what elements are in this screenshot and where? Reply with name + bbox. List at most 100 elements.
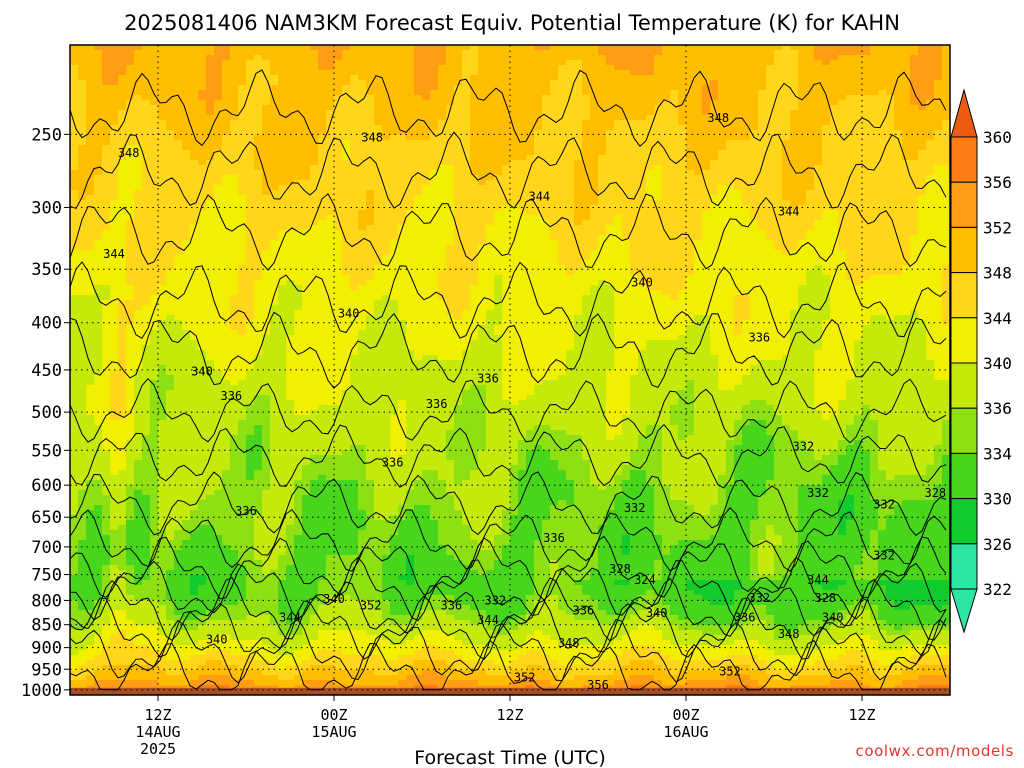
colorbar-label: 360: [983, 128, 1012, 147]
contour-label: 336: [543, 531, 565, 545]
contour-label: 352: [360, 598, 382, 612]
contour-label: 344: [807, 573, 829, 587]
contour-label: 344: [778, 204, 800, 218]
contour-label: 352: [514, 671, 536, 685]
colorbar-label: 340: [983, 354, 1012, 373]
contour-label: 344: [103, 247, 125, 261]
x-tick-label: 00Z: [320, 706, 347, 724]
contour-label: 352: [719, 664, 741, 678]
y-tick-label: 900: [31, 639, 62, 659]
chart-title: 2025081406 NAM3KM Forecast Equiv. Potent…: [124, 11, 900, 35]
colorbar-swatch: [950, 181, 978, 228]
y-tick-label: 500: [31, 403, 62, 423]
contour-line: [70, 131, 947, 210]
y-tick-label: 350: [31, 260, 62, 280]
colorbar-swatch: [950, 317, 978, 364]
y-tick-label: 600: [31, 476, 62, 496]
contour-lines: [70, 69, 947, 691]
below-ground-band: [70, 687, 950, 695]
colorbar-swatch: [950, 272, 978, 319]
contour-line: [70, 535, 947, 601]
contour-label: 328: [924, 486, 946, 500]
contour-label: 336: [477, 372, 499, 386]
contour-line: [70, 377, 947, 444]
y-tick-label: 750: [31, 566, 62, 586]
contour-labels: 348 348 348 344 344 344 340 340 340 336 336 336 336 3…: [103, 111, 946, 692]
colorbar-bottom-arrow: [950, 588, 978, 634]
contour-line: [70, 193, 947, 271]
contour-label: 332: [792, 440, 814, 454]
contour-line: [70, 507, 947, 572]
colorbar-swatch: [950, 362, 978, 409]
colorbar-swatch: [950, 543, 978, 590]
contour-label: 340: [822, 611, 844, 625]
colorbar-swatch: [950, 498, 978, 545]
colorbar-swatch: [950, 407, 978, 454]
y-tick-label: 550: [31, 441, 62, 461]
contour-label: 332: [807, 486, 829, 500]
colorbar-label: 336: [983, 399, 1012, 418]
contour-line: [70, 595, 947, 660]
contour-line: [70, 576, 947, 642]
y-tick-label: 300: [31, 198, 62, 218]
contour-label: 332: [873, 498, 895, 512]
x-date-label: 15AUG: [311, 723, 356, 741]
x-tick-label: 12Z: [144, 706, 171, 724]
contour-label: 348: [558, 636, 580, 650]
contour-line: [70, 618, 947, 684]
contour-line: [70, 311, 947, 389]
contour-line: [70, 69, 947, 147]
contour-label: 348: [118, 146, 140, 160]
colorbar-label: 352: [983, 218, 1012, 237]
contour-label: 328: [814, 591, 836, 605]
y-tick-label: 700: [31, 538, 62, 558]
y-tick-label: 250: [31, 125, 62, 145]
contour-line: [70, 261, 947, 339]
contour-label: 332: [484, 593, 506, 607]
contour-label: 348: [361, 131, 383, 145]
colorbar-swatch: [950, 452, 978, 500]
contour-label: 344: [528, 190, 550, 204]
contour-label: 344: [477, 613, 499, 627]
x-date-label: 14AUG: [135, 723, 180, 741]
credit-text: coolwx.com/models: [856, 742, 1015, 760]
contour-line: [70, 556, 947, 622]
y-tick-label: 950: [31, 660, 62, 680]
contour-line: [70, 423, 947, 489]
contour-label: 340: [338, 307, 360, 321]
x-date-label: 16AUG: [663, 723, 708, 741]
contour-label: 340: [646, 606, 668, 620]
colorbar-swatch: [950, 226, 978, 274]
contour-label: 336: [426, 397, 448, 411]
contour-label: 332: [748, 591, 770, 605]
x-tick-label: 12Z: [848, 706, 875, 724]
contour-label: 336: [382, 455, 404, 469]
x-axis-label: Forecast Time (UTC): [414, 747, 605, 768]
contour-line: [70, 471, 947, 537]
colorbar-label: 322: [983, 580, 1012, 599]
contour-label: 336: [572, 603, 594, 617]
colorbar: 360 356 352 348 344 340 336 334 330 326 322: [950, 88, 1012, 634]
y-axis: 250 300 350 400 450 500 550 600 650 700 750 800 850 9…: [21, 125, 70, 701]
contour-label: 340: [323, 592, 345, 606]
contour-label: 324: [634, 573, 656, 587]
contour-label: 336: [748, 330, 770, 344]
y-tick-label: 450: [31, 361, 62, 381]
contour-label: 348: [707, 111, 729, 125]
colorbar-swatch: [950, 136, 978, 183]
colorbar-label: 330: [983, 490, 1012, 509]
contour-label: 336: [235, 504, 257, 518]
contour-label: 336: [734, 611, 756, 625]
colorbar-label: 326: [983, 535, 1012, 554]
y-tick-label: 1000: [21, 681, 62, 701]
y-tick-label: 800: [31, 591, 62, 611]
colorbar-label: 334: [983, 444, 1012, 463]
contour-label: 344: [279, 611, 301, 625]
contour-label: 336: [440, 598, 462, 612]
contour-label: 348: [778, 627, 800, 641]
colorbar-top-arrow: [950, 88, 978, 138]
x-tick-label: 00Z: [672, 706, 699, 724]
y-tick-label: 850: [31, 616, 62, 636]
